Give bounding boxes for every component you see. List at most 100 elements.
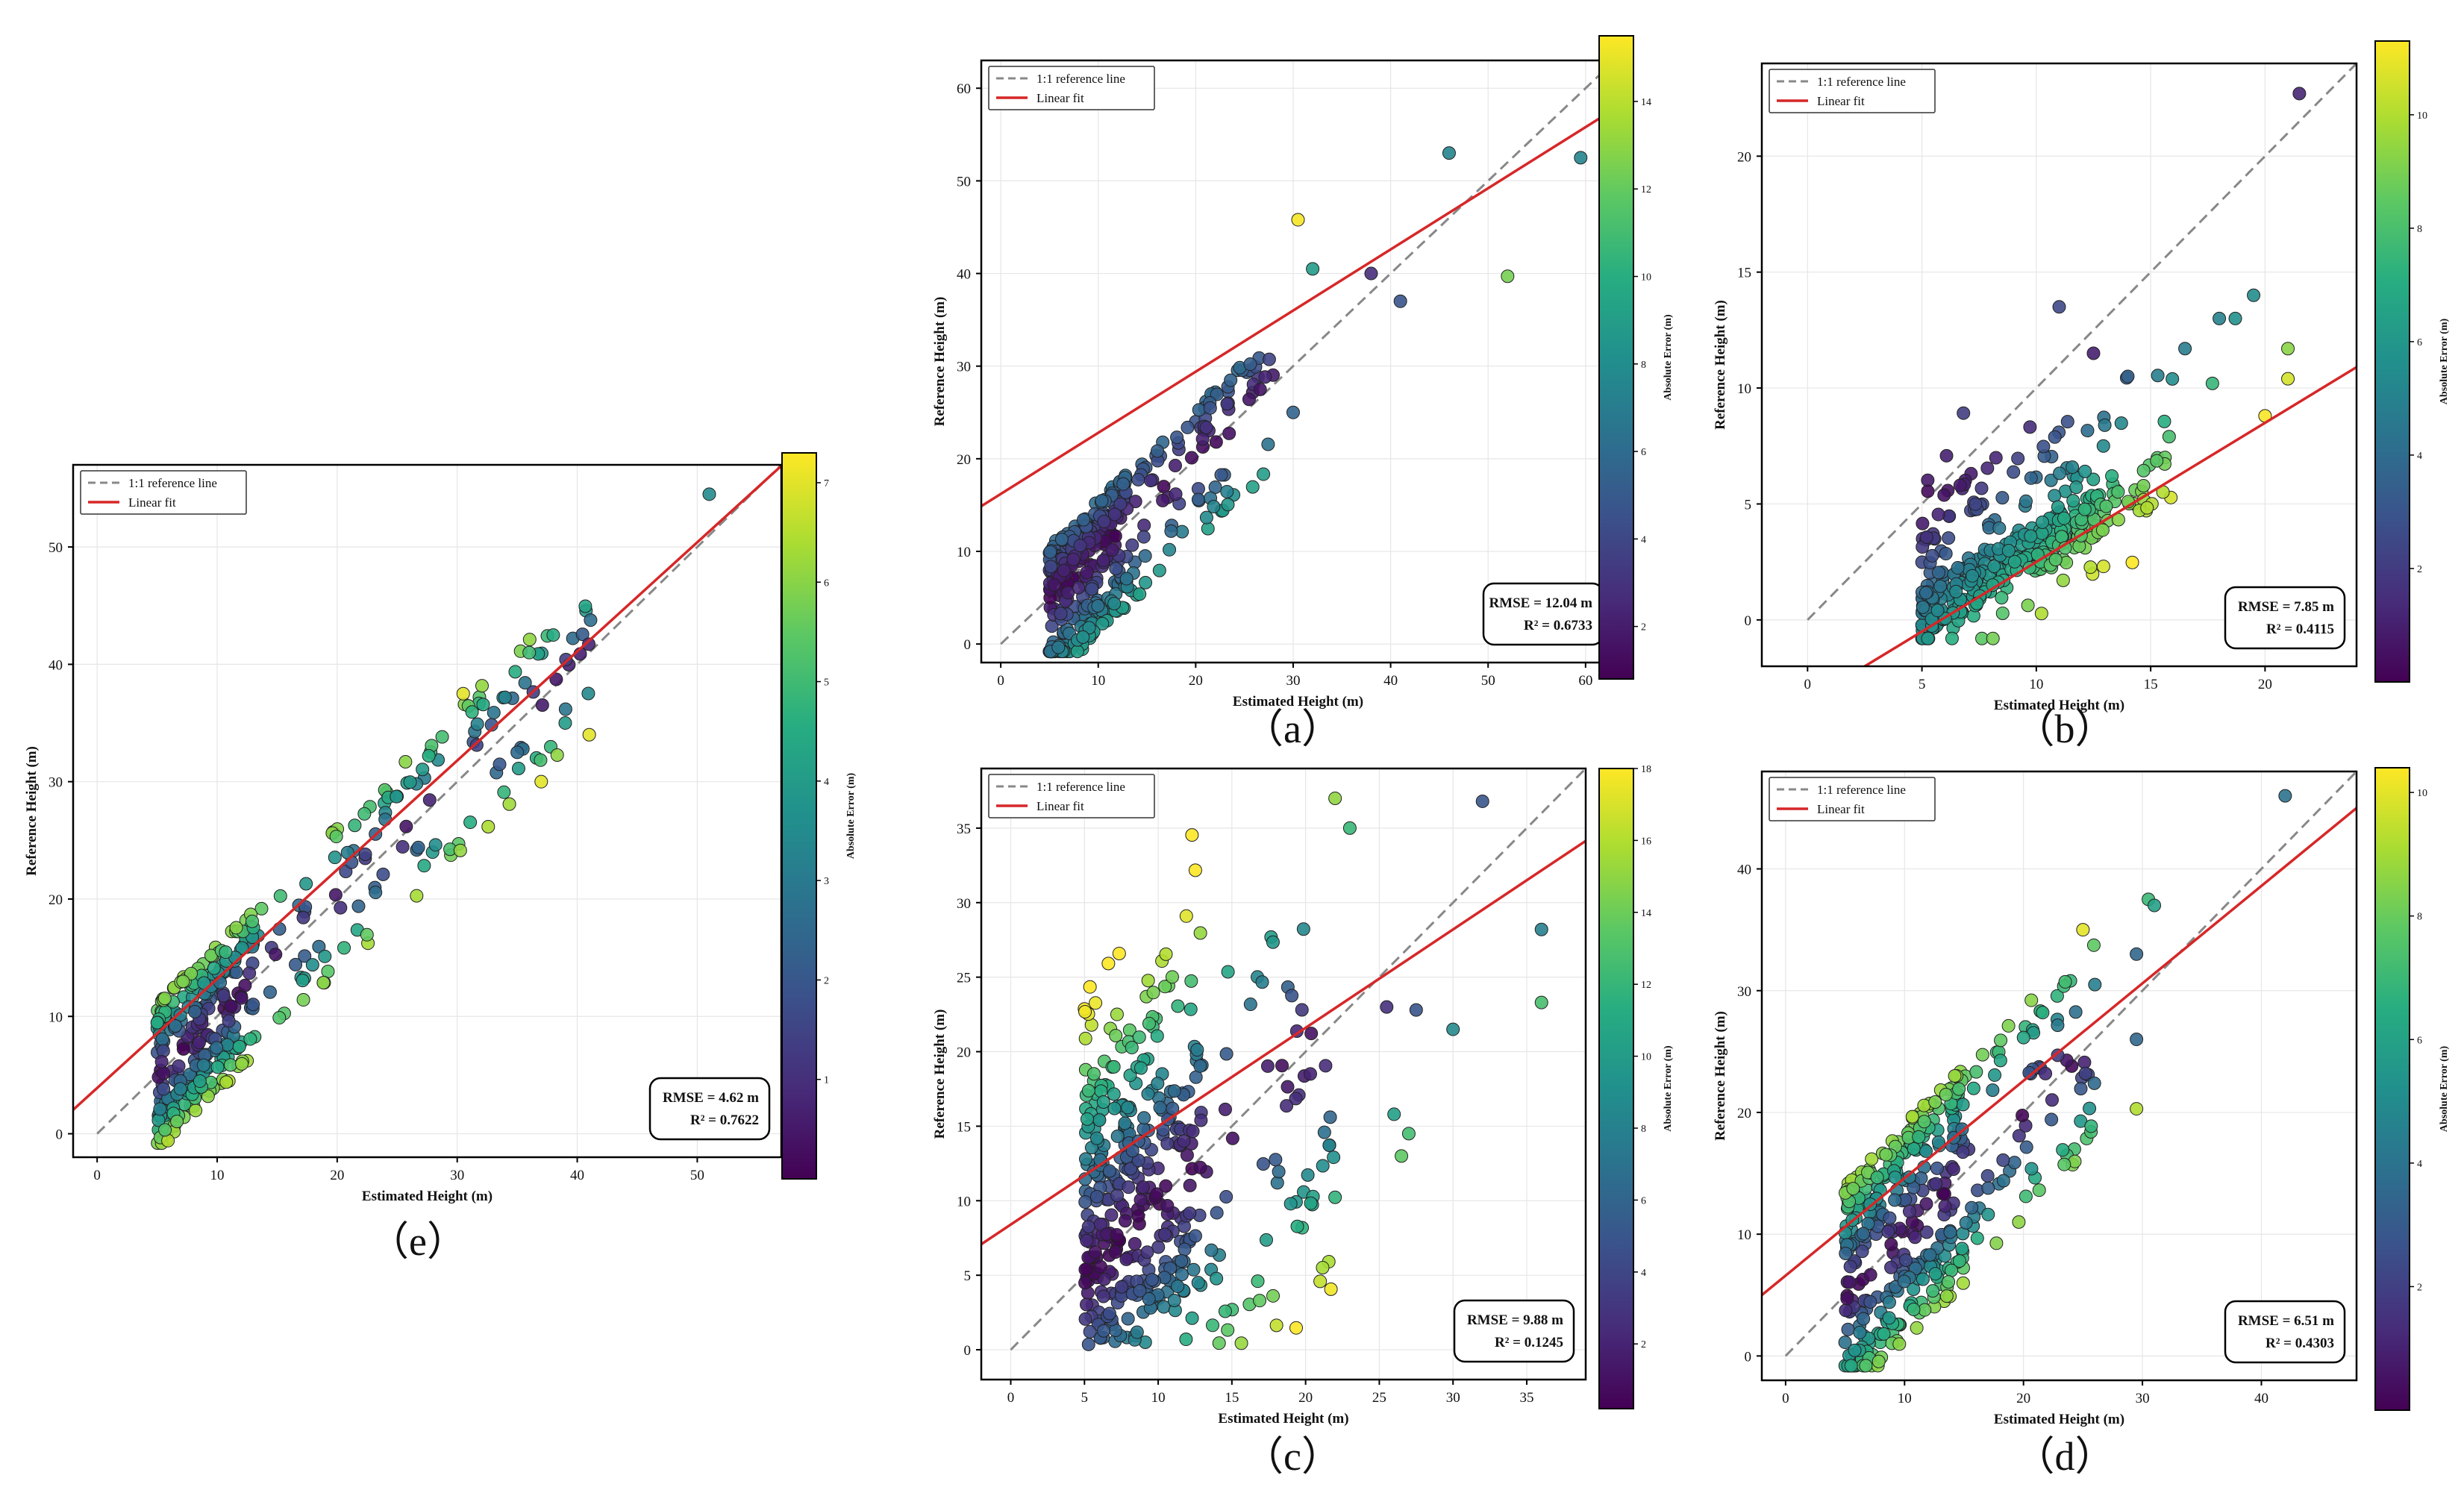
scatter-point xyxy=(1888,1193,1902,1207)
scatter-point xyxy=(2057,1157,2071,1171)
scatter-point xyxy=(1243,998,1257,1012)
scatter-point xyxy=(1137,519,1151,533)
scatter-point xyxy=(1186,1262,1201,1277)
scatter-point xyxy=(1221,498,1235,512)
x-axis-label: Estimated Height (m) xyxy=(362,1189,493,1204)
scatter-point xyxy=(1925,548,1939,563)
scatter-point xyxy=(1975,1048,1989,1062)
scatter-point xyxy=(1387,1107,1401,1121)
scatter-point xyxy=(1080,1233,1094,1247)
legend-ref-label: 1:1 reference line xyxy=(1036,780,1125,794)
scatter-point xyxy=(1949,584,1963,598)
scatter-point xyxy=(1966,569,1980,583)
scatter-point xyxy=(1118,1214,1132,1228)
colorbar-tick-label: 12 xyxy=(1641,184,1651,195)
scatter-point xyxy=(1534,995,1548,1009)
scatter-point xyxy=(2130,1102,2144,1116)
scatter-point xyxy=(1131,472,1145,486)
scatter-point xyxy=(1078,1152,1092,1166)
scatter-point xyxy=(575,627,590,642)
r2-value: R² = 0.4115 xyxy=(2266,622,2334,637)
scatter-points xyxy=(150,487,716,1151)
scatter-point xyxy=(1170,431,1184,445)
scatter-point xyxy=(1304,1196,1318,1210)
scatter-point xyxy=(1574,151,1588,165)
legend-fit-label: Linear fit xyxy=(1817,802,1865,816)
scatter-point xyxy=(1316,1159,1330,1173)
scatter-point xyxy=(2157,414,2171,428)
scatter-point xyxy=(1986,631,2000,645)
scatter-point xyxy=(1047,578,1061,592)
scatter-point xyxy=(2084,1119,2098,1133)
scatter-point xyxy=(1175,1268,1189,1282)
colorbar-label: Absolute Error (m) xyxy=(2439,318,2450,404)
scatter-point xyxy=(1184,451,1198,465)
x-tick-label: 30 xyxy=(1446,1390,1460,1406)
legend: 1:1 reference line Linear fit xyxy=(80,470,247,515)
scatter-point xyxy=(1054,607,1068,621)
scatter-point xyxy=(2076,923,2090,937)
scatter-point xyxy=(337,941,351,955)
scatter-point xyxy=(1959,1215,1973,1230)
scatter-point xyxy=(157,1082,171,1096)
scatter-point xyxy=(1175,1254,1189,1268)
scatter-point xyxy=(1097,515,1111,529)
colorbar-tick-label: 7 xyxy=(824,478,829,489)
colorbar-tick-label: 6 xyxy=(2417,1035,2422,1046)
y-tick-label: 20 xyxy=(957,452,971,468)
scatter-point xyxy=(2036,1006,2050,1020)
scatter-point xyxy=(1259,1233,1273,1247)
scatter-point xyxy=(493,757,507,771)
scatter-point xyxy=(2166,372,2180,386)
scatter-point xyxy=(456,686,470,701)
x-tick-label: 25 xyxy=(1372,1390,1386,1406)
scatter-point xyxy=(1323,1110,1337,1124)
r2-value: R² = 0.1245 xyxy=(1495,1335,1563,1350)
scatter-point xyxy=(2247,288,2261,302)
y-axis-label: Reference Height (m) xyxy=(1713,1011,1728,1141)
scatter-point xyxy=(1128,1237,1142,1251)
scatter-point xyxy=(1118,1116,1132,1130)
scatter-point xyxy=(1076,630,1090,644)
colorbar-label: Absolute Error (m) xyxy=(1663,314,1674,401)
reference-line xyxy=(96,465,781,1135)
scatter-point xyxy=(2035,516,2049,530)
scatter-point xyxy=(1930,604,1945,618)
scatter-point xyxy=(210,1041,224,1055)
scatter-point xyxy=(1902,1204,1916,1218)
scatter-point xyxy=(1243,357,1257,372)
scatter-point xyxy=(2012,1215,2026,1229)
scatter-point xyxy=(1262,352,1276,366)
scatter-point xyxy=(1993,1054,2007,1068)
colorbar-tick-label: 6 xyxy=(1641,1195,1646,1206)
scatter-point xyxy=(172,1059,186,1073)
scatter-point xyxy=(1944,1263,1958,1277)
y-axis-label: Reference Height (m) xyxy=(932,297,948,427)
scatter-point xyxy=(1210,1206,1224,1220)
y-tick-label: 20 xyxy=(957,1045,971,1061)
scatter-point xyxy=(2007,1156,2021,1170)
scatter-point xyxy=(1212,1336,1226,1350)
scatter-point xyxy=(188,1004,202,1018)
scatter-point xyxy=(1970,1231,1984,1245)
scatter-point xyxy=(1296,922,1310,936)
scatter-point xyxy=(272,921,287,936)
scatter-point xyxy=(1159,1179,1173,1193)
scatter-point xyxy=(238,978,252,992)
scatter-point xyxy=(176,974,190,989)
colorbar-tick-label: 4 xyxy=(2417,1159,2422,1170)
scatter-point xyxy=(1937,488,1951,502)
legend: 1:1 reference line Linear fit xyxy=(1769,69,1936,113)
scatter-point xyxy=(1070,645,1084,659)
plot-frame xyxy=(980,767,1587,1381)
colorbar: 1 2 3 4 5 6 7 Absolute Error (m) xyxy=(781,452,857,1180)
colorbar: 2 4 6 8 10 12 14 16 18 Absolute Error (m) xyxy=(1598,764,1674,1409)
y-tick-label: 25 xyxy=(957,971,971,986)
scatter-point xyxy=(1142,1016,1156,1030)
scatter-point xyxy=(558,716,572,730)
scatter-point xyxy=(1183,1206,1197,1221)
scatter-point xyxy=(1939,547,1953,561)
colorbar-tick-label: 10 xyxy=(1641,272,1651,284)
x-tick-label: 20 xyxy=(2258,677,2272,692)
x-tick-label: 20 xyxy=(1298,1390,1313,1406)
